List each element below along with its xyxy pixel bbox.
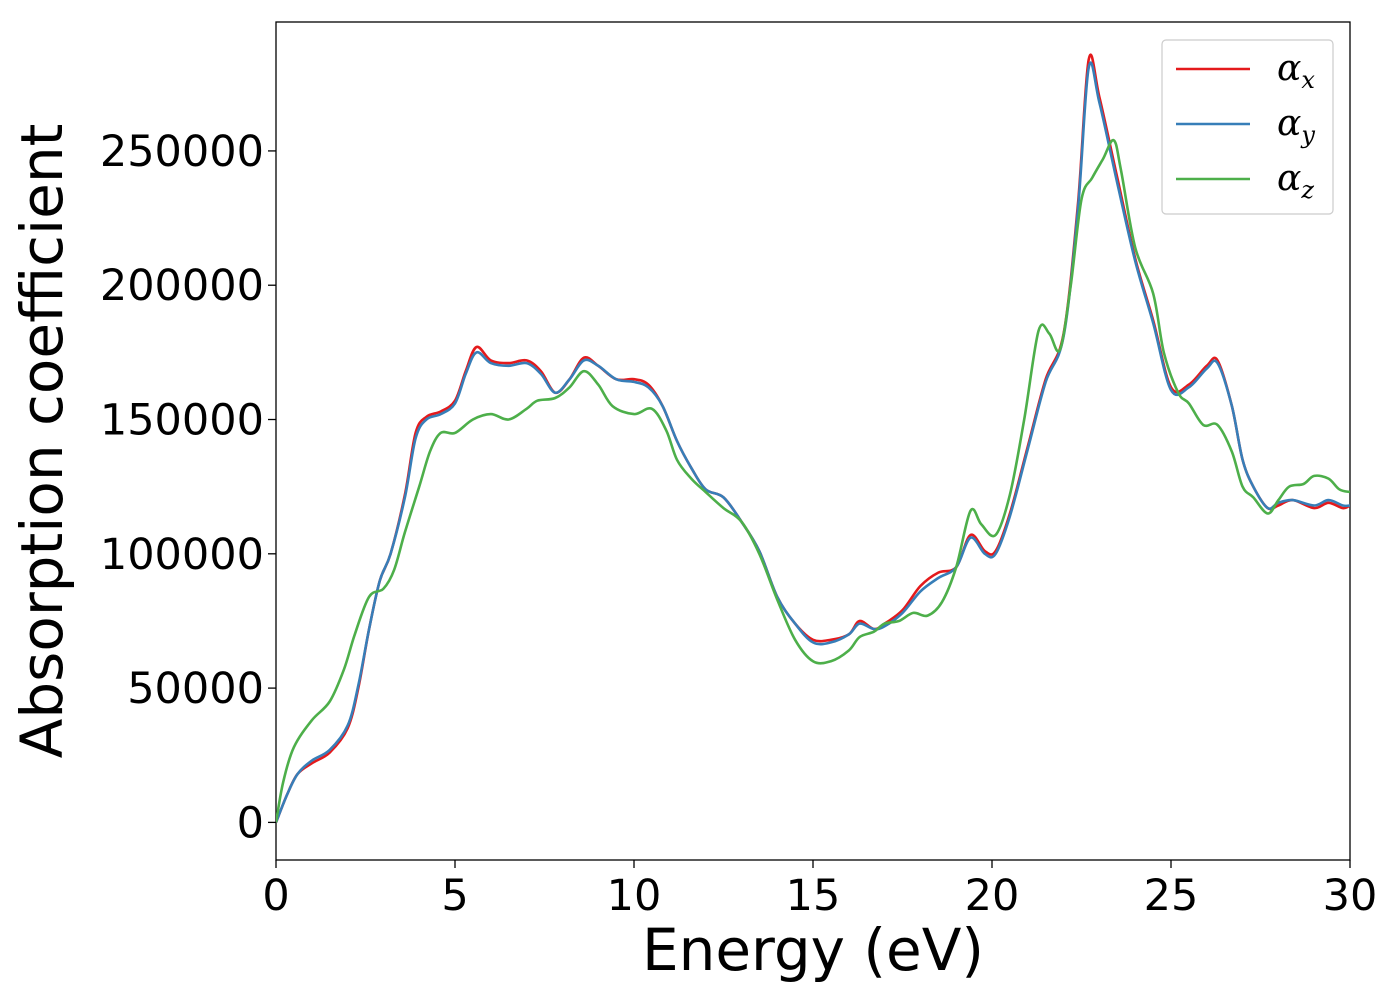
series-line-alpha-x — [276, 53, 1350, 823]
legend-box — [1161, 39, 1334, 215]
y-tick-label: 200000 — [100, 261, 264, 311]
y-axis-title: Absorption coefficient — [8, 124, 76, 759]
x-tick-label: 25 — [1144, 871, 1199, 921]
x-tick-label: 0 — [262, 871, 289, 921]
x-tick-label: 30 — [1323, 871, 1378, 921]
y-tick-label: 250000 — [100, 127, 264, 177]
y-tick-label: 150000 — [100, 396, 264, 446]
y-tick-label: 100000 — [100, 530, 264, 580]
y-tick-label: 50000 — [127, 664, 264, 714]
y-tick-label: 0 — [237, 798, 264, 848]
series-line-alpha-y — [276, 61, 1350, 823]
series-layer — [276, 53, 1350, 823]
y-axis-ticks: 0 50000 100000 150000 200000 250000 — [100, 127, 276, 848]
x-tick-label: 5 — [441, 871, 468, 921]
x-tick-label: 20 — [965, 871, 1020, 921]
x-tick-label: 10 — [607, 871, 662, 921]
x-axis-title: Energy (eV) — [642, 916, 984, 984]
x-tick-label: 15 — [786, 871, 841, 921]
x-axis-ticks: 0 5 10 15 20 25 30 — [262, 860, 1377, 921]
series-line-alpha-z — [276, 138, 1350, 823]
